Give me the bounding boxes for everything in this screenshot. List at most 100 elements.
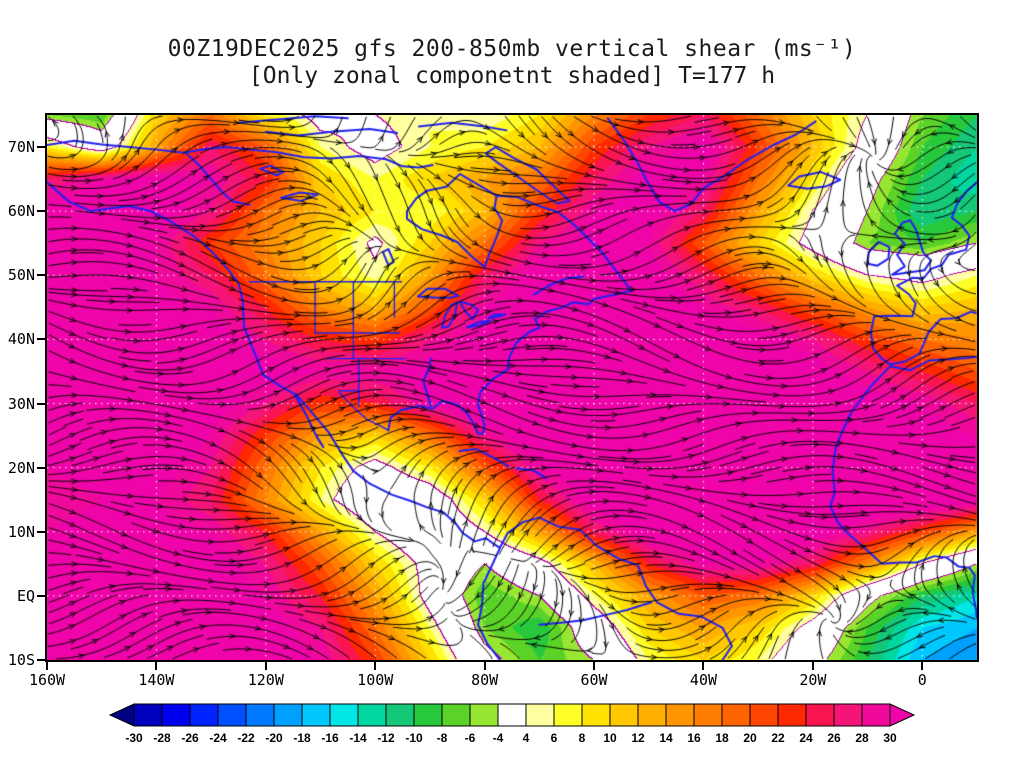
colorbar-tick-label: 6 <box>551 731 558 745</box>
colorbar-tick-label: -10 <box>405 731 423 745</box>
colorbar-right-arrow <box>889 703 916 727</box>
colorbar-cell <box>749 703 779 727</box>
lon-tick-label: 0 <box>917 671 927 689</box>
lat-tick-mark <box>37 338 45 341</box>
colorbar-tick-label: -22 <box>237 731 255 745</box>
lon-tick-label: 100W <box>357 671 394 689</box>
lon-tick-mark <box>46 662 48 670</box>
lon-tick-label: 20W <box>799 671 827 689</box>
chart-title-line2: [Only zonal componetnt shaded] T=177 h <box>248 63 776 89</box>
lat-tick-label: 60N <box>7 202 35 221</box>
colorbar-cell <box>693 703 723 727</box>
colorbar-cell <box>357 703 387 727</box>
colorbar-cell <box>245 703 275 727</box>
colorbar-cell <box>469 703 499 727</box>
lat-tick-label: EQ <box>16 586 35 605</box>
lon-tick-label: 40W <box>689 671 718 689</box>
colorbar-cell <box>525 703 555 727</box>
lat-tick-label: 50N <box>7 266 35 285</box>
lat-tick-mark <box>37 594 45 597</box>
colorbar-tick-label: -20 <box>265 731 283 745</box>
colorbar-cell <box>413 703 443 727</box>
colorbar-cell <box>637 703 667 727</box>
colorbar-left-arrow <box>108 703 135 727</box>
lon-tick-mark <box>264 662 267 670</box>
colorbar-tick-label: 26 <box>827 731 841 745</box>
colorbar-tick-label: 16 <box>687 731 701 745</box>
lat-tick-label: 30N <box>7 394 35 413</box>
colorbar-cell <box>609 703 639 727</box>
lat-tick-mark <box>37 274 45 277</box>
colorbar-cell <box>301 703 331 727</box>
colorbar-tick-label: -18 <box>293 731 311 745</box>
lon-tick-mark <box>811 662 814 670</box>
lon-tick-mark <box>593 662 596 670</box>
colorbar-tick-label: -8 <box>437 731 448 745</box>
lon-tick-label: 120W <box>247 671 284 689</box>
chart-title-line1: 00Z19DEC2025 gfs 200-850mb vertical shea… <box>167 36 857 62</box>
colorbar-tick-label: -30 <box>125 731 143 745</box>
colorbar-tick-label: 18 <box>715 731 729 745</box>
colorbar-tick-label: 14 <box>659 731 673 745</box>
colorbar-cell <box>777 703 807 727</box>
lon-tick-label: 160W <box>28 671 66 689</box>
chart-title: 00Z19DEC2025 gfs 200-850mb vertical shea… <box>0 36 1024 90</box>
colorbar-cell <box>133 703 163 727</box>
colorbar-cell <box>833 703 863 727</box>
colorbar-tick-label: -4 <box>493 731 504 745</box>
colorbar-cell <box>441 703 471 727</box>
colorbar-tick-label: -12 <box>377 731 395 745</box>
lon-tick-mark <box>483 662 486 670</box>
lat-tick-mark <box>37 659 45 661</box>
lat-tick-label: 10N <box>7 522 35 541</box>
colorbar-cell <box>273 703 303 727</box>
colorbar-cell <box>805 703 835 727</box>
colorbar-cell <box>161 703 191 727</box>
shear-map-canvas <box>47 115 977 660</box>
colorbar-tick-label: -26 <box>181 731 199 745</box>
colorbar-svg: -30 -28 -26 -24 -22 -20 -18 -16 -14 -12 -10 -8 -6 -4 4… <box>108 703 916 745</box>
lat-tick-mark <box>37 210 45 213</box>
colorbar-cell <box>385 703 415 727</box>
colorbar-cell <box>721 703 751 727</box>
colorbar-tick-label: 30 <box>883 731 897 745</box>
colorbar-tick-label: 28 <box>855 731 869 745</box>
lat-tick-mark <box>37 530 45 533</box>
lon-tick-mark <box>155 662 158 670</box>
map-plot-frame <box>45 113 979 662</box>
colorbar-tick-label: -16 <box>321 731 339 745</box>
colorbar-tick-label: -14 <box>349 731 367 745</box>
colorbar-cell <box>329 703 359 727</box>
colorbar-tick-label: -24 <box>209 731 227 745</box>
colorbar-tick-label: 22 <box>771 731 785 745</box>
lon-tick-label: 60W <box>580 671 608 689</box>
lon-tick-mark <box>702 662 705 670</box>
lat-tick-label: 70N <box>7 138 35 157</box>
colorbar-tick-label: 10 <box>603 731 617 745</box>
colorbar-cell <box>861 703 891 727</box>
colorbar-tick-label: 20 <box>743 731 757 745</box>
colorbar: -30 -28 -26 -24 -22 -20 -18 -16 -14 -12 -10 -8 -6 -4 4… <box>108 702 916 752</box>
colorbar-tick-label: 24 <box>799 731 813 745</box>
lon-tick-label: 80W <box>471 671 499 689</box>
lon-tick-mark <box>921 662 924 670</box>
lat-tick-label: 20N <box>7 458 35 477</box>
colorbar-cell <box>665 703 695 727</box>
colorbar-cell <box>189 703 219 727</box>
colorbar-tick-label: 4 <box>523 731 530 745</box>
colorbar-cell <box>581 703 611 727</box>
lon-tick-mark <box>374 662 377 670</box>
colorbar-cell <box>553 703 583 727</box>
colorbar-tick-label: 12 <box>631 731 645 745</box>
lat-tick-mark <box>37 146 45 149</box>
lat-tick-mark <box>37 402 45 405</box>
lat-tick-label: 40N <box>7 330 35 349</box>
colorbar-tick-label: -28 <box>153 731 171 745</box>
colorbar-cell <box>217 703 247 727</box>
lat-tick-mark <box>37 466 45 469</box>
lon-tick-label: 140W <box>138 671 175 689</box>
colorbar-tick-label: 8 <box>579 731 586 745</box>
colorbar-cell <box>497 703 527 727</box>
colorbar-tick-label: -6 <box>465 731 476 745</box>
